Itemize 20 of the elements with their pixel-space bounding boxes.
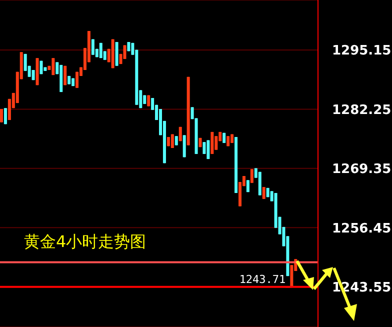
candlestick [170,134,174,149]
candlestick [210,131,214,154]
candlestick [182,134,186,158]
candlestick [76,71,79,88]
y-tick-label: 1282.25 [332,102,392,118]
candlestick [4,108,7,125]
candlestick [206,140,210,160]
candlestick [174,136,178,146]
candlestick [258,171,262,196]
candlestick [250,168,254,184]
y-tick-label: 1295.15 [332,44,392,59]
y-tick-label: 1269.35 [332,162,392,178]
candlestick [214,136,218,150]
candlestick [262,186,266,200]
candlestick [91,38,94,56]
annotation: 1243.71 [239,273,286,286]
candlestick [115,41,118,66]
candlestick [52,58,55,76]
text: 黄金4小时走势图 [24,232,146,253]
y-tick-label: 1256.45 [332,221,392,236]
